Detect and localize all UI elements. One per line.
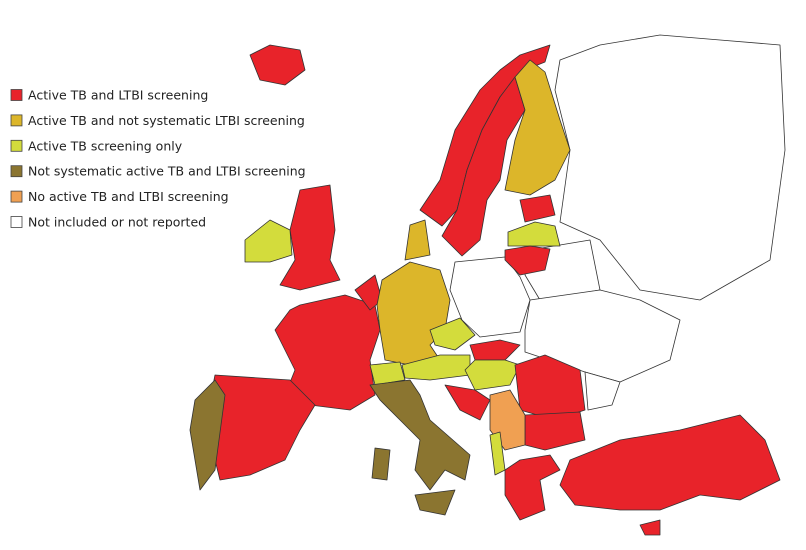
country — [369, 361, 406, 386]
country — [249, 44, 306, 86]
legend-swatch — [10, 89, 23, 101]
country — [464, 359, 521, 391]
country — [524, 289, 681, 383]
country — [504, 59, 571, 196]
legend-swatch — [10, 165, 23, 178]
country — [414, 489, 456, 516]
country — [469, 339, 521, 361]
legend-label: No active TB and LTBI screening — [28, 189, 229, 204]
country — [554, 34, 786, 301]
country — [584, 371, 621, 411]
legend-label: Active TB and LTBI screening — [28, 88, 208, 103]
country — [504, 245, 551, 276]
country — [189, 379, 226, 491]
legend-swatch — [10, 139, 23, 152]
country — [524, 411, 586, 451]
legend-swatch — [10, 114, 23, 127]
country — [371, 447, 391, 481]
country — [504, 454, 561, 521]
legend-label: Active TB screening only — [28, 138, 183, 153]
legend-label: Not systematic active TB and LTBI screen… — [28, 164, 306, 179]
country — [639, 519, 661, 536]
legend-label: Not included or not reported — [28, 215, 206, 230]
legend-label: Active TB and not systematic LTBI screen… — [28, 113, 305, 128]
country — [559, 414, 781, 511]
country — [429, 317, 476, 351]
country — [369, 379, 471, 491]
country — [376, 261, 451, 366]
country — [244, 219, 293, 263]
country — [279, 184, 341, 291]
legend-swatch — [10, 216, 23, 228]
country — [404, 219, 431, 261]
legend-swatch — [10, 190, 23, 203]
countries — [189, 34, 786, 536]
country — [519, 194, 556, 223]
legend: Active TB and LTBI screening Active TB an… — [10, 88, 306, 230]
country — [444, 384, 491, 421]
country — [507, 221, 561, 247]
